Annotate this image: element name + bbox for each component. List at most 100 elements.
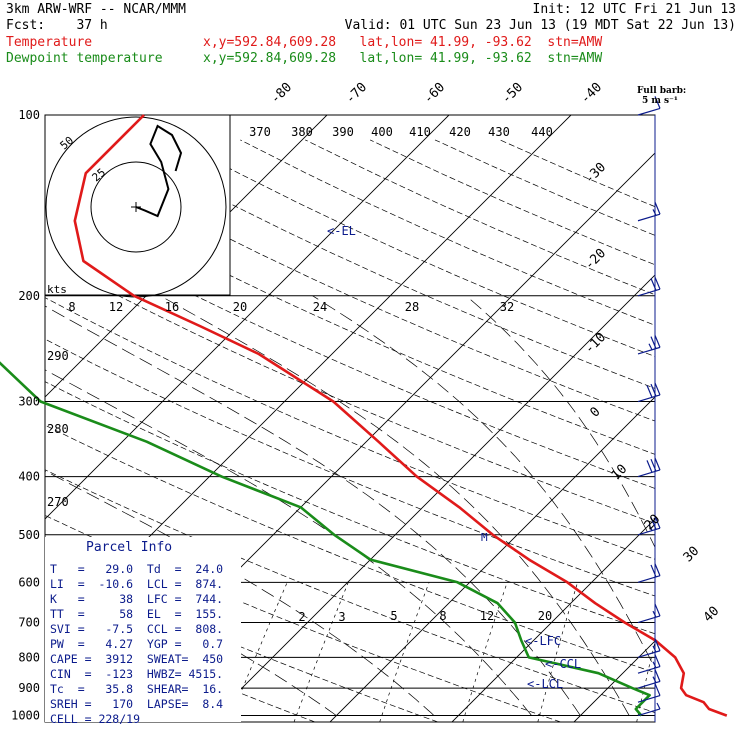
pressure-tick-label: 500 <box>18 528 40 542</box>
mixing-ratio-label: 2 <box>298 610 305 624</box>
pressure-tick-label: 400 <box>18 470 40 484</box>
isotherm-label: -80 <box>268 80 295 107</box>
parcel-info-row: PW = 4.27 YGP = 0.7 <box>50 637 224 651</box>
theta-label: 280 <box>47 422 69 436</box>
parcel-info-row: SVI = -7.5 CCL = 808. <box>50 622 224 636</box>
mixing-ratio-label: 24 <box>313 300 327 314</box>
legend-dewpoint-meta: x,y=592.84,609.28 lat,lon= 41.99, -93.62… <box>203 51 603 66</box>
wind-barb <box>637 654 661 674</box>
barb-unit: 5 m s⁻¹ <box>642 96 678 106</box>
parcel-info-row: CELL = 228/19 <box>50 712 141 726</box>
mixing-ratio-label: 8 <box>439 609 446 623</box>
mixing-ratio-label: 20 <box>538 609 552 623</box>
lfc-annotation: <-LFC <box>525 634 561 648</box>
dry-adiabat <box>110 139 655 389</box>
parcel-info-row: T = 29.0 Td = 24.0 <box>50 562 224 576</box>
theta-label: 380 <box>291 125 313 139</box>
mixing-ratio-line <box>228 582 288 722</box>
dry-adiabat <box>45 424 655 673</box>
isotherm-label: -60 <box>421 80 448 107</box>
theta-label: 370 <box>249 125 271 139</box>
pressure-tick-label: 900 <box>18 681 40 695</box>
mixing-ratio-label: 16 <box>165 300 179 314</box>
theta-label: 430 <box>488 125 510 139</box>
ccl-annotation: <-CCL <box>545 657 581 671</box>
el-annotation: <-EL <box>327 224 356 238</box>
pressure-tick-label: 1000 <box>11 709 40 723</box>
isotherm-label: 10 <box>609 462 631 484</box>
parcel-info-row: K = 38 LFC = 744. <box>50 592 224 606</box>
theta-label: 440 <box>531 125 553 139</box>
parcel-info-row: CIN = -123 HWBZ= 4515. <box>50 667 224 681</box>
parcel-info-row: Tc = 35.8 SHEAR= 16. <box>50 682 224 696</box>
parcel-info-row: CAPE = 3912 SWEAT= 450 <box>50 652 224 666</box>
pressure-tick-label: 700 <box>18 616 40 630</box>
barb-title: Full barb: <box>637 86 687 96</box>
isotherm-label: 0 <box>587 404 603 420</box>
wind-barb <box>637 457 661 478</box>
parcel-info-row: LI = -10.6 LCL = 874. <box>50 577 224 591</box>
parcel-info-box <box>45 537 241 722</box>
skewt-grid <box>44 114 656 723</box>
wind-barb <box>637 515 661 536</box>
header-model: 3km ARW-WRF -- NCAR/MMM <box>6 2 187 17</box>
pressure-tick-label: 300 <box>18 395 40 409</box>
lcl-annotation: <-LCL <box>527 677 563 691</box>
mixing-ratio-line <box>537 582 578 722</box>
mixing-ratio-label: 28 <box>405 300 419 314</box>
parcel-info-row: SREH = 170 LAPSE= 8.4 <box>50 697 224 711</box>
isotherm-label: -20 <box>582 246 609 273</box>
wind-barb <box>637 96 661 116</box>
wind-barb <box>637 201 661 222</box>
legend-dewpoint: Dewpoint temperature <box>6 51 163 66</box>
mixing-ratio-line <box>293 582 349 722</box>
isotherm-line <box>207 274 655 722</box>
wind-barb <box>637 335 661 355</box>
mixing-ratio-label: 32 <box>500 300 514 314</box>
wind-barb <box>637 702 661 717</box>
mixing-ratio-line <box>379 582 430 722</box>
wind-barb <box>637 563 661 583</box>
pressure-tick-label: 100 <box>18 108 40 122</box>
sounding-line <box>0 361 651 717</box>
hodograph-units: kts <box>47 283 67 296</box>
mixing-ratio-label: 20 <box>233 300 247 314</box>
sounding-traces <box>0 114 728 717</box>
dry-adiabat <box>45 256 655 524</box>
hodograph-ring <box>90 161 182 253</box>
mixing-ratio-label: 5 <box>390 609 397 623</box>
isotherm-line <box>329 396 655 722</box>
isotherm-label: 30 <box>681 544 703 566</box>
isotherm-line <box>451 518 655 722</box>
dry-adiabat <box>45 216 655 489</box>
isotherm-label: -40 <box>578 80 605 107</box>
legend-temperature-meta: x,y=592.84,609.28 lat,lon= 41.99, -93.62… <box>203 35 603 50</box>
parcel-info-row: TT = 58 EL = 155. <box>50 607 224 621</box>
pressure-tick-label: 600 <box>18 575 40 589</box>
isotherm-label: -30 <box>582 160 609 187</box>
wind-barb <box>637 603 661 624</box>
isotherm-label: -70 <box>343 80 370 107</box>
header-fcst: Fcst: 37 h <box>6 18 108 33</box>
parcel-info-title: Parcel Info <box>86 540 173 555</box>
mixing-ratio-label: 12 <box>109 300 123 314</box>
dry-adiabat <box>45 469 655 713</box>
wind-barb <box>637 669 661 689</box>
mark-annotation: M <box>481 531 488 544</box>
isotherm-label: 40 <box>701 604 723 626</box>
wind-barb <box>637 276 661 297</box>
hodograph-frame <box>44 114 231 296</box>
mixing-ratio-label: 8 <box>68 300 75 314</box>
dry-adiabat <box>305 139 655 296</box>
theta-label: 270 <box>47 495 69 509</box>
isotherm-label: -10 <box>582 330 609 357</box>
legend-temperature: Temperature <box>6 35 93 50</box>
theta-label: 290 <box>47 349 69 363</box>
hodograph-trace <box>135 124 183 218</box>
wind-barb <box>637 638 661 658</box>
pressure-tick-label: 800 <box>18 650 40 664</box>
wind-barbs <box>637 96 661 722</box>
theta-label: 400 <box>371 125 393 139</box>
